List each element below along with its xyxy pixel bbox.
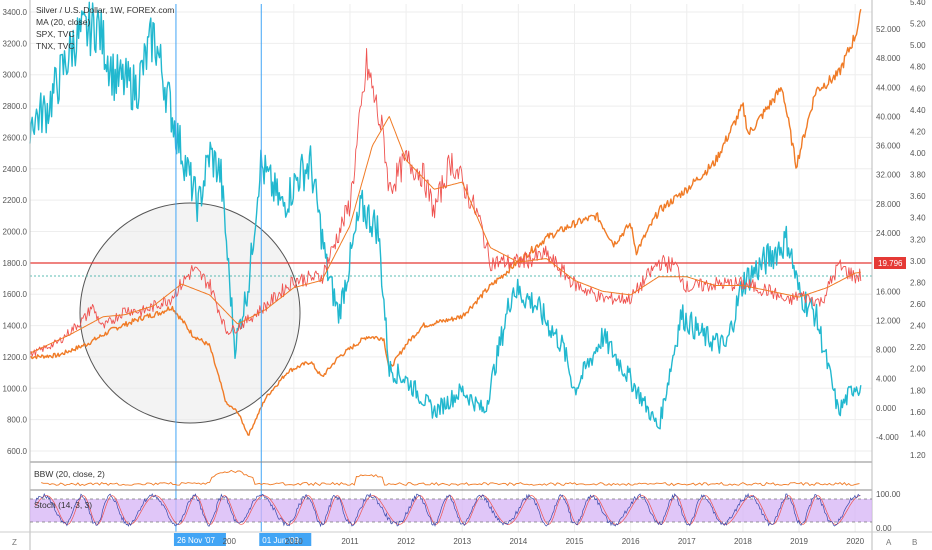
x-tick-label: 2013 (453, 537, 471, 546)
right-tick-label: 4.80 (910, 63, 926, 72)
mid-tick-label: 0.000 (876, 404, 897, 413)
left-tick-label: 800.0 (7, 416, 28, 425)
stoch-band (30, 499, 872, 522)
legend-tnx: TNX, TVC (36, 41, 75, 51)
right-axis: 5.40 5.20 5.00 4.80 4.60 4.40 4.20 4.00 3.80 3.60… (910, 0, 926, 460)
x-tick-label: 2018 (734, 537, 752, 546)
right-tick-label: 4.60 (910, 84, 926, 93)
chart-title: Silver / U.S. Dollar, 1W, FOREX.com (36, 5, 174, 15)
mid-tick-label: 24.000 (876, 229, 901, 238)
x-tick-label: 2010 (285, 537, 303, 546)
price-label: 19.796 (878, 259, 903, 268)
corner-a[interactable]: A (886, 538, 892, 547)
left-tick-label: 2800.0 (3, 102, 28, 111)
right-tick-label: 3.80 (910, 171, 926, 180)
mid-tick-label: 4.000 (876, 375, 897, 384)
sub-layer (35, 469, 861, 528)
left-tick-label: 1800.0 (3, 259, 28, 268)
mid-tick-label: -4.000 (876, 433, 899, 442)
corner-b[interactable]: B (912, 538, 917, 547)
right-tick-label: 3.20 (910, 235, 926, 244)
legend-spx: SPX, TVC (36, 29, 75, 39)
mid-tick-label: 8.000 (876, 346, 897, 355)
right-tick-label: 2.00 (910, 365, 926, 374)
series-line-3 (29, 116, 861, 354)
left-tick-label: 2400.0 (3, 165, 28, 174)
legend-ma: MA (20, close) (36, 17, 90, 27)
right-tick-label: 3.60 (910, 192, 926, 201)
right-tick-label: 1.80 (910, 386, 926, 395)
mid-tick-label: 44.000 (876, 83, 901, 92)
series-line-0 (29, 9, 862, 436)
left-tick-label: 3200.0 (3, 39, 28, 48)
right-tick-label: 1.60 (910, 408, 926, 417)
stoch-label: Stoch (14, 3, 3) (34, 500, 92, 510)
stoch-axis-0: 0.00 (876, 524, 892, 533)
mid-tick-label: 32.000 (876, 171, 901, 180)
right-tick-label: 5.00 (910, 41, 926, 50)
right-tick-label: 2.20 (910, 343, 926, 352)
right-tick-label: 4.40 (910, 106, 926, 115)
right-tick-label: 3.00 (910, 257, 926, 266)
mid-tick-label: 16.000 (876, 287, 901, 296)
left-tick-label: 2600.0 (3, 133, 28, 142)
left-tick-label: 1600.0 (3, 290, 28, 299)
right-tick-label: 5.20 (910, 20, 926, 29)
left-tick-label: 3000.0 (3, 71, 28, 80)
right-tick-label: 4.20 (910, 127, 926, 136)
right-tick-label: 1.20 (910, 451, 926, 460)
series-layer (29, 1, 872, 436)
x-tick-label: 2017 (678, 537, 696, 546)
stoch-axis-100: 100.00 (876, 490, 901, 499)
right-tick-label: 3.40 (910, 214, 926, 223)
left-tick-label: 3400.0 (3, 8, 28, 17)
right-tick-label: 2.80 (910, 278, 926, 287)
mid-tick-label: 36.000 (876, 142, 901, 151)
vertical-marker-label: 01 Jun '09 (262, 536, 299, 545)
series-line-1 (29, 1, 862, 430)
x-tick-label: 2014 (509, 537, 527, 546)
left-tick-label: 2200.0 (3, 196, 28, 205)
markers-layer: 26 Nov '07 01 Jun '09 (173, 4, 312, 546)
x-tick-label: 2015 (566, 537, 584, 546)
mid-tick-label: 48.000 (876, 54, 901, 63)
mid-tick-label: 52.000 (876, 25, 901, 34)
vertical-marker-badge (259, 533, 312, 546)
x-tick-label: 2012 (397, 537, 415, 546)
left-tick-label: 2000.0 (3, 228, 28, 237)
mid-tick-label: 40.000 (876, 112, 901, 121)
left-tick-label: 1200.0 (3, 353, 28, 362)
x-tick-label: 2020 (846, 537, 864, 546)
right-tick-label: 5.40 (910, 0, 926, 7)
right-tick-label: 2.40 (910, 322, 926, 331)
x-tick-label-partial: 200 (223, 537, 237, 546)
price-label-box (874, 257, 906, 269)
stoch-k-line (35, 492, 861, 528)
x-tick-label: 2011 (341, 537, 359, 546)
left-tick-label: 600.0 (7, 447, 28, 456)
mid-tick-label: 28.000 (876, 200, 901, 209)
left-tick-label: 1400.0 (3, 322, 28, 331)
corner-z[interactable]: Z (12, 538, 17, 547)
x-axis: 2010 2011 2012 2013 2014 2015 2016 2017 2018 2019… (223, 537, 865, 546)
highlight-circle (79, 202, 301, 424)
bbw-line (41, 469, 860, 487)
right-tick-label: 2.60 (910, 300, 926, 309)
right-tick-label: 4.00 (910, 149, 926, 158)
vertical-marker-badge (173, 533, 226, 546)
x-tick-label: 2016 (622, 537, 640, 546)
vertical-marker-label: 26 Nov '07 (177, 536, 216, 545)
x-tick-label: 2019 (790, 537, 808, 546)
bbw-label: BBW (20, close, 2) (34, 469, 105, 479)
left-tick-label: 1000.0 (3, 384, 28, 393)
series-line-2 (29, 48, 862, 357)
mid-tick-label: 12.000 (876, 316, 901, 325)
left-axis: 3400.0 3200.0 3000.0 2800.0 2600.0 2400.0 2200… (3, 8, 28, 456)
right-tick-label: 1.40 (910, 429, 926, 438)
